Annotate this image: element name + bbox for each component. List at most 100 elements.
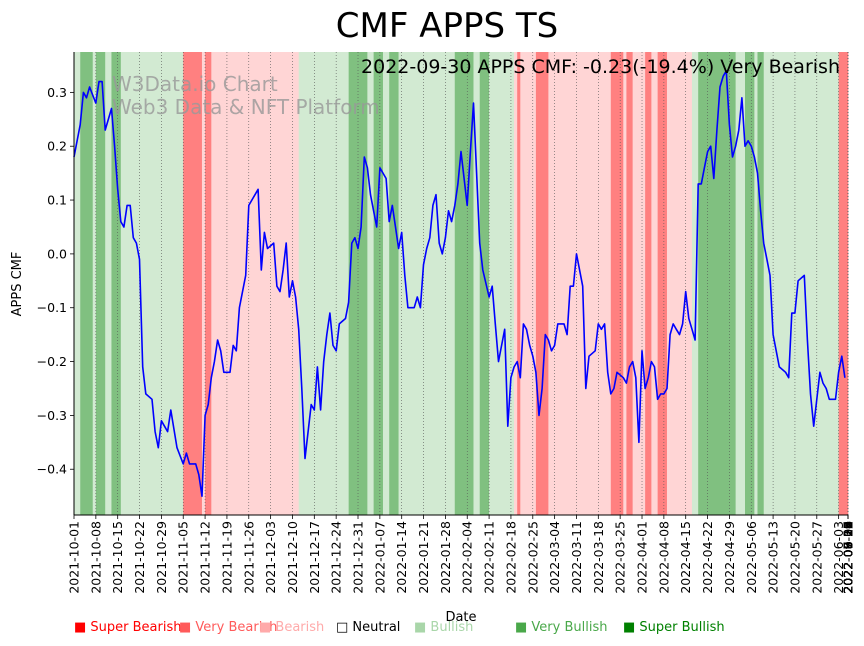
- x-tick-label: 2022-01-21: [416, 521, 431, 594]
- y-tick-label: 0.2: [47, 139, 67, 154]
- x-tick-label: 2022-09-02: [841, 521, 856, 594]
- band-41-bullish: [763, 52, 839, 515]
- x-tick-label: 2021-12-31: [351, 521, 366, 594]
- legend-item-very-bearish: ■ Very Bearish: [179, 620, 278, 635]
- band-25-very-bearish: [535, 52, 549, 515]
- y-tick-label: −0.3: [37, 408, 67, 423]
- x-tick-label: 2022-02-18: [503, 521, 518, 594]
- watermark-line-1: W3Data.io Chart: [112, 72, 278, 96]
- x-tick-label: 2021-12-10: [285, 521, 300, 594]
- x-tick-label: 2021-11-12: [198, 521, 213, 594]
- y-tick-label: −0.1: [37, 300, 67, 315]
- x-tick-label: 2021-10-29: [154, 521, 169, 594]
- band-9-very-bearish: [205, 52, 212, 515]
- x-tick-label: 2022-06-17: [841, 521, 856, 594]
- legend-item-bullish: ■ Bullish: [414, 620, 474, 635]
- band-30-bearish: [632, 52, 646, 515]
- x-tick-label: 2022-04-15: [678, 521, 693, 594]
- band-35-bullish: [691, 52, 699, 515]
- x-tick-label: 2022-07-01: [841, 521, 856, 594]
- x-tick-label: 2022-03-18: [591, 521, 606, 594]
- y-axis-label: APPS CMF: [10, 252, 25, 317]
- band-6-bullish: [120, 52, 184, 515]
- x-tick-label: 2021-10-15: [110, 521, 125, 594]
- legend-item-neutral: □ Neutral: [336, 620, 401, 635]
- sentiment-bands: [74, 52, 849, 515]
- band-10-bearish: [211, 52, 300, 515]
- x-tick-label: 2022-07-22: [841, 521, 856, 594]
- band-23-very-bearish: [517, 52, 521, 515]
- x-tick-label: 2021-10-08: [88, 521, 103, 594]
- x-tick-label: 2022-07-15: [841, 521, 856, 594]
- band-40-very-bullish: [757, 52, 765, 515]
- x-tick-label: 2022-08-26: [841, 521, 856, 594]
- x-tick-label: 2021-11-19: [219, 521, 234, 594]
- y-axis-ticks: −0.4 −0.3 −0.2 −0.1 0.0 0.1 0.2 0.3: [37, 85, 74, 477]
- x-tick-label: 2022-01-28: [438, 521, 453, 594]
- x-tick-label: 2022-09-30: [841, 521, 856, 594]
- x-tick-label: 2022-04-01: [635, 521, 650, 594]
- x-tick-label: 2022-01-14: [394, 521, 409, 594]
- band-28-bearish: [623, 52, 627, 515]
- band-24-bearish: [520, 52, 537, 515]
- legend-item-bearish: ■ Bearish: [259, 620, 325, 635]
- band-20-very-bullish: [479, 52, 490, 515]
- y-tick-label: −0.2: [37, 354, 67, 369]
- x-tick-label: 2021-12-17: [307, 521, 322, 594]
- band-21-bullish: [489, 52, 515, 515]
- x-tick-label: 2022-08-05: [841, 521, 856, 594]
- x-tick-label: 2022-04-08: [656, 521, 671, 594]
- x-tick-label: 2022-07-29: [841, 521, 856, 594]
- x-tick-label: 2022-08-12: [841, 521, 856, 594]
- cmf-series-line: [73, 70, 846, 497]
- x-tick-label: 2022-05-20: [787, 521, 802, 594]
- band-39-bullish: [754, 52, 758, 515]
- band-38-very-bullish: [745, 52, 755, 515]
- x-tick-label: 2022-08-19: [841, 521, 856, 594]
- band-33-very-bearish: [657, 52, 668, 515]
- band-13-bullish: [367, 52, 374, 515]
- band-32-bearish: [651, 52, 658, 515]
- x-tick-label: 2022-05-06: [744, 521, 759, 594]
- x-tick-label: 2022-05-27: [809, 521, 824, 594]
- x-tick-label: 2022-02-25: [525, 521, 540, 594]
- x-tick-label: 2021-12-24: [329, 521, 344, 594]
- band-26-bearish: [548, 52, 612, 515]
- legend-item-super-bullish: ■ Super Bullish: [623, 620, 725, 635]
- band-5-very-bullish: [111, 52, 122, 515]
- x-tick-label: 2022-06-03: [831, 521, 846, 594]
- band-42-very-bearish: [838, 52, 849, 515]
- x-tick-label: 2022-09-16: [841, 521, 856, 594]
- y-tick-label: 0.1: [47, 193, 67, 208]
- band-14-very-bullish: [373, 52, 384, 515]
- band-37-bullish: [735, 52, 746, 515]
- band-29-very-bearish: [626, 52, 633, 515]
- band-0-bullish: [74, 52, 81, 515]
- band-8-bearish: [201, 52, 206, 515]
- chart-subtitle: 2022-09-30 APPS CMF: -0.23(-19.4%) Very …: [361, 56, 840, 78]
- band-3-very-bullish: [95, 52, 106, 515]
- band-19-bullish: [473, 52, 481, 515]
- watermark: W3Data.io Chart Web3 Data & NFT Platform: [112, 72, 380, 119]
- x-tick-label: 2022-04-29: [722, 521, 737, 594]
- x-tick-label: 2022-04-22: [700, 521, 715, 594]
- band-4-bullish: [105, 52, 112, 515]
- x-tick-label: 2021-10-22: [132, 521, 147, 594]
- x-tick-label: 2022-06-10: [841, 521, 856, 594]
- x-tick-label: 2022-06-24: [841, 521, 856, 594]
- legend-item-super-bearish: ■ Super Bearish: [74, 620, 182, 635]
- x-tick-label: 2021-12-03: [263, 521, 278, 594]
- x-tick-label: 2022-02-11: [482, 521, 497, 594]
- x-tick-label: 2022-09-23: [841, 521, 856, 594]
- band-7-very-bearish: [183, 52, 203, 515]
- x-tick-label: 2021-11-26: [241, 521, 256, 594]
- x-tick-label: 2022-07-08: [841, 521, 856, 594]
- band-16-very-bullish: [389, 52, 399, 515]
- x-tick-label: 2021-11-05: [176, 521, 191, 594]
- band-15-bullish: [382, 52, 390, 515]
- x-axis-label: Date: [445, 610, 476, 625]
- y-tick-label: 0.0: [47, 246, 67, 261]
- x-tick-label: 2022-09-09: [841, 521, 856, 594]
- band-34-bearish: [666, 52, 693, 515]
